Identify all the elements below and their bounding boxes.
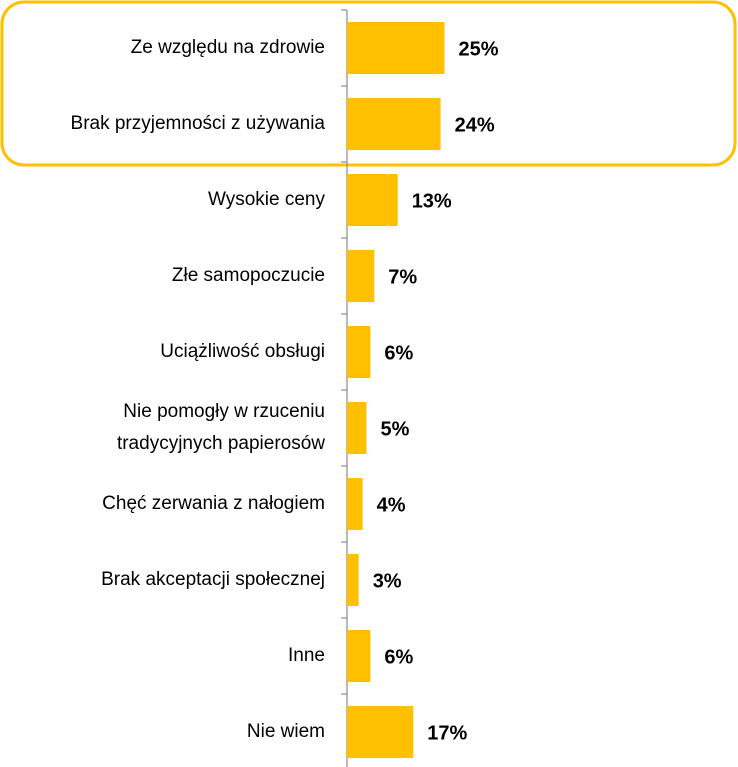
bars-group — [347, 22, 445, 758]
category-label-line: Brak akceptacji społecznej — [101, 569, 325, 590]
bar — [347, 250, 375, 302]
category-label-line: Złe samopoczucie — [172, 265, 325, 286]
category-label-line: tradycyjnych papierosów — [117, 433, 325, 454]
category-label: Chęć zerwania z nałogiem — [102, 493, 325, 514]
value-label: 7% — [388, 266, 417, 288]
value-label: 13% — [412, 190, 452, 212]
category-label: Brak akceptacji społecznej — [101, 569, 325, 590]
category-label: Ze względu na zdrowie — [131, 37, 325, 58]
value-label: 6% — [384, 646, 413, 668]
category-label: Złe samopoczucie — [172, 265, 325, 286]
category-label: Inne — [288, 645, 325, 666]
category-label-line: Inne — [288, 645, 325, 666]
bar — [347, 554, 359, 606]
bar — [347, 98, 441, 150]
category-label-line: Ze względu na zdrowie — [131, 37, 325, 58]
value-label: 24% — [455, 114, 495, 136]
category-label: Nie pomogły w rzuceniu tradycyjnych papie… — [117, 401, 325, 454]
category-label-line: Chęć zerwania z nałogiem — [102, 493, 325, 514]
highlight-box — [0, 0, 737, 167]
bar — [347, 22, 445, 74]
category-label-line: Nie wiem — [247, 721, 325, 742]
value-label: 4% — [377, 494, 406, 516]
bar — [347, 402, 367, 454]
highlight-group — [0, 0, 737, 167]
category-label: Nie wiem — [247, 721, 325, 742]
category-label: Uciążliwość obsługi — [160, 341, 325, 362]
category-label-line: Brak przyjemności z używania — [71, 113, 326, 134]
category-labels: Ze względu na zdrowie Brak przyjemności z… — [71, 37, 326, 742]
category-label: Wysokie ceny — [208, 189, 326, 210]
bar — [347, 478, 363, 530]
bar — [347, 174, 398, 226]
category-axis — [341, 9, 348, 767]
value-label: 3% — [373, 570, 402, 592]
value-label: 25% — [459, 38, 499, 60]
category-label-line: Nie pomogły w rzuceniu — [123, 401, 325, 422]
value-label: 17% — [427, 722, 467, 744]
value-label: 6% — [384, 342, 413, 364]
bar — [347, 706, 414, 758]
bar — [347, 630, 371, 682]
bar — [347, 326, 371, 378]
value-label: 5% — [381, 418, 410, 440]
value-labels: 25% 24% 13% 7% 6% 5% 4% 3% 6% 17% — [373, 38, 499, 744]
category-label: Brak przyjemności z używania — [71, 113, 326, 134]
category-label-line: Uciążliwość obsługi — [160, 341, 325, 362]
category-label-line: Wysokie ceny — [208, 189, 326, 210]
